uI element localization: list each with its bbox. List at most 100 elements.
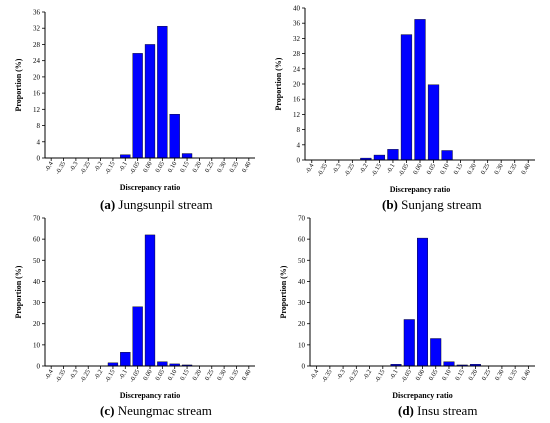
x-tick-label-d-0: -0.4 [309,368,321,381]
x-tick-label-a-15: 0.35 [228,161,240,174]
x-tick-label-b-15: 0.35 [507,163,519,176]
x-tick-label-b-0: -0.4 [304,162,316,175]
bar-a-11 [181,153,193,159]
y-tick-label-d-7: 70 [298,215,306,223]
x-tick-label-b-4: -0.2 [358,163,369,175]
caption-d-letter: (d) [398,403,414,418]
x-tick-label-d-10: 0.10 [441,369,453,382]
x-tick-label-d-9: 0.05 [428,369,440,382]
y-tick-label-a-9: 36 [33,9,41,17]
bar-c-7 [132,306,143,367]
caption-a-letter: (a) [100,197,116,212]
y-tick-label-d-2: 20 [298,320,306,328]
y-tick-label-c-5: 50 [33,257,41,265]
x-tick-label-c-14: 0.30 [216,369,228,382]
x-axis-title-d: Discrepancy ratio [392,391,453,400]
bar-a-8 [144,44,156,159]
bar-d-7 [403,319,415,367]
bar-d-8 [417,237,428,367]
y-tick-label-a-4: 16 [33,90,41,98]
y-tick-label-a-3: 12 [33,106,41,114]
bar-b-7 [400,34,413,161]
x-tick-label-c-5: -0.15 [104,369,117,384]
x-tick-label-d-2: -0.3 [336,369,347,381]
y-tick-label-a-5: 20 [33,73,41,81]
x-tick-label-a-16: 0.40 [241,161,253,174]
caption-b: (b) Sunjang stream [382,197,482,213]
y-tick-label-a-8: 32 [33,25,41,33]
bar-d-10 [443,361,455,367]
y-tick-label-c-1: 10 [33,341,41,349]
x-tick-label-c-11: 0.15 [179,369,191,382]
x-tick-label-c-10: 0.10 [167,369,179,382]
x-tick-label-a-10: 0.10 [167,161,179,174]
x-tick-label-a-7: -0.05 [129,161,142,176]
x-tick-label-a-9: 0.05 [154,161,166,174]
x-tick-label-b-3: -0.25 [343,163,356,178]
bar-a-7 [132,53,143,159]
y-axis-title-b: Proportion (%) [274,57,283,110]
x-tick-label-a-3: -0.25 [79,161,92,176]
x-tick-label-d-12: 0.20 [467,369,479,382]
y-tick-label-c-2: 20 [33,320,41,328]
x-tick-label-d-11: 0.15 [454,369,466,382]
y-axis-title-d: Proportion (%) [279,265,288,318]
x-tick-label-d-13: 0.25 [481,369,493,382]
y-tick-label-c-3: 30 [33,299,41,307]
x-tick-label-c-1: -0.35 [54,369,67,384]
y-tick-label-d-4: 40 [298,278,306,286]
x-tick-label-b-13: 0.25 [480,163,492,176]
y-axis-title-c: Proportion (%) [14,265,23,318]
x-tick-label-c-15: 0.35 [228,369,240,382]
x-tick-label-d-4: -0.2 [362,369,373,381]
x-tick-label-b-11: 0.15 [453,163,465,176]
y-tick-label-a-1: 4 [37,138,41,146]
y-tick-label-b-9: 36 [293,20,301,28]
x-tick-label-d-6: -0.1 [389,369,400,381]
y-tick-label-b-2: 8 [297,126,301,134]
bar-b-10 [441,150,453,161]
y-tick-label-b-6: 24 [293,65,301,73]
x-tick-label-b-2: -0.3 [331,163,342,175]
x-tick-label-b-8: 0.00 [412,163,424,176]
bar-b-9 [427,84,440,161]
bar-a-9 [157,25,168,159]
x-tick-label-d-1: -0.35 [321,369,334,384]
x-tick-label-b-16: 0.40 [520,163,532,176]
x-axis-title-b: Discrepancy ratio [390,185,451,194]
x-tick-label-b-10: 0.10 [439,163,451,176]
x-tick-label-c-2: -0.3 [68,369,79,381]
x-tick-label-c-16: 0.40 [241,369,253,382]
x-tick-label-a-2: -0.3 [68,161,79,173]
x-tick-label-b-1: -0.35 [316,163,329,178]
x-tick-label-b-9: 0.05 [426,163,438,176]
y-tick-label-a-0: 0 [37,155,41,163]
x-tick-label-c-9: 0.05 [154,369,166,382]
bar-b-8 [414,19,426,161]
x-tick-label-c-4: -0.2 [93,369,104,381]
x-tick-label-d-8: 0.00 [414,369,426,382]
x-tick-label-a-8: 0.00 [142,161,154,174]
caption-a-text: Jungsunpil stream [118,197,213,212]
x-tick-label-a-11: 0.15 [179,161,191,174]
x-tick-label-b-7: -0.05 [397,163,410,178]
bar-b-5 [373,154,386,161]
y-tick-label-b-10: 40 [293,5,301,13]
x-tick-label-d-15: 0.35 [507,369,519,382]
x-tick-label-a-6: -0.1 [118,161,129,173]
bar-b-6 [387,149,399,161]
bar-a-10 [169,113,180,159]
caption-d-text: Insu stream [417,403,478,418]
caption-c-letter: (c) [100,403,115,418]
x-tick-label-a-5: -0.15 [104,161,117,176]
y-tick-label-b-5: 20 [293,81,301,89]
x-tick-label-c-0: -0.4 [44,368,56,381]
x-axis-title-c: Discrepancy ratio [120,391,181,400]
y-tick-label-b-0: 0 [297,157,301,165]
y-tick-label-c-6: 60 [33,236,41,244]
x-tick-label-a-12: 0.20 [191,161,203,174]
y-tick-label-b-7: 28 [293,50,301,58]
